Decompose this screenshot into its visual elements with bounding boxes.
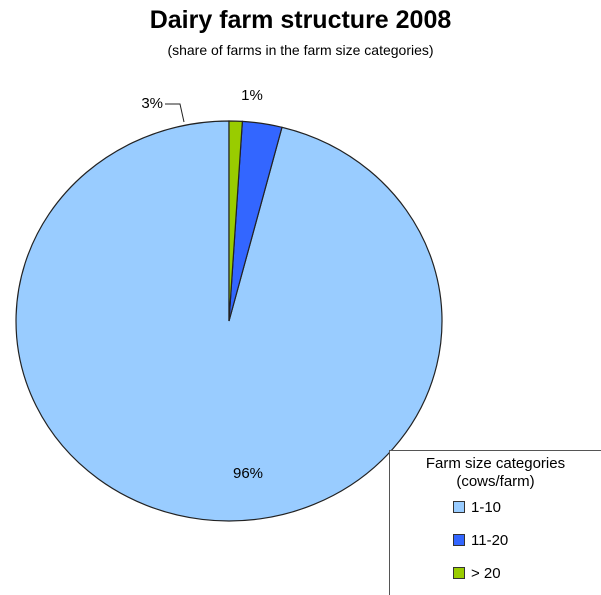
chart-subtitle: (share of farms in the farm size categor… [167, 42, 434, 58]
legend-swatch-1-10 [453, 501, 465, 514]
legend-item-over-20: > 20 [453, 565, 501, 583]
legend-swatch-11-20 [453, 534, 465, 547]
chart-title: Dairy farm structure 2008 [149, 6, 452, 34]
legend-title: Farm size categories (cows/farm) [390, 455, 601, 491]
data-label-11-20: 3% [141, 95, 163, 112]
legend-swatch-over-20 [453, 567, 465, 580]
legend: Farm size categories (cows/farm) 1-10 11… [389, 450, 601, 595]
leader-line-11-20 [165, 103, 185, 123]
legend-label-11-20: 11-20 [471, 532, 509, 549]
legend-title-main: Farm size categories [425, 455, 566, 472]
legend-item-1-10: 1-10 [453, 499, 501, 517]
legend-title-sub: (cows/farm) [456, 473, 535, 490]
pie-slice-20 [228, 120, 244, 322]
data-label-1-10: 96% [233, 465, 263, 482]
data-label-20: 1% [241, 87, 263, 104]
legend-label-1-10: 1-10 [471, 499, 502, 516]
legend-item-11-20: 11-20 [453, 532, 508, 550]
legend-label-over-20: > 20 [471, 565, 501, 582]
